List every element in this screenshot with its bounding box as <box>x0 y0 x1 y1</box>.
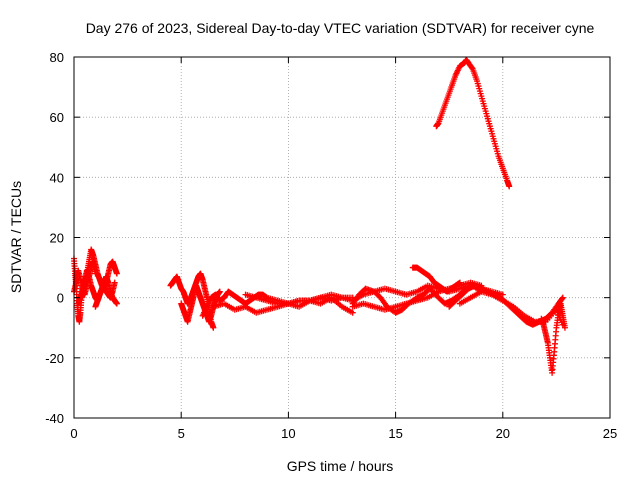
data-point <box>506 183 513 190</box>
data-point <box>216 288 223 295</box>
chart-title: Day 276 of 2023, Sidereal Day-to-day VTE… <box>86 20 595 36</box>
data-point <box>210 324 217 331</box>
y-tick-label: 80 <box>50 50 64 65</box>
data-point <box>349 309 356 316</box>
data-point <box>113 300 120 307</box>
y-tick-label: 40 <box>50 170 64 185</box>
y-tick-label: 0 <box>57 291 64 306</box>
data-point <box>559 294 566 301</box>
data-point <box>561 324 568 331</box>
data-point <box>559 295 566 302</box>
x-tick-label: 15 <box>388 426 402 441</box>
y-axis-label: SDTVAR / TECUs <box>8 181 24 293</box>
data-point <box>469 65 476 72</box>
series-arc-17 <box>433 57 513 190</box>
x-tick-label: 5 <box>178 426 185 441</box>
y-tick-label: -40 <box>45 411 64 426</box>
series-arc-12 <box>349 279 485 313</box>
x-axis-label: GPS time / hours <box>287 458 394 474</box>
series-arc-5 <box>92 273 120 310</box>
x-tick-label: 10 <box>281 426 295 441</box>
grid-lines <box>74 57 610 418</box>
data-point <box>456 279 463 286</box>
x-tick-label: 20 <box>496 426 510 441</box>
data-point <box>499 291 506 298</box>
axis-ticks: 0 5 10 15 20 25 -40 -20 0 20 40 60 80 <box>45 50 617 441</box>
x-tick-label: 25 <box>603 426 617 441</box>
series-arc-16 <box>538 300 568 376</box>
series-arc-15 <box>456 288 566 328</box>
series-arc-13 <box>409 264 463 295</box>
data-point <box>111 279 118 286</box>
x-tick-label: 0 <box>70 426 77 441</box>
y-tick-label: 20 <box>50 231 64 246</box>
y-tick-label: 60 <box>50 110 64 125</box>
data-points <box>71 57 568 376</box>
y-tick-label: -20 <box>45 351 64 366</box>
data-point <box>113 270 120 277</box>
